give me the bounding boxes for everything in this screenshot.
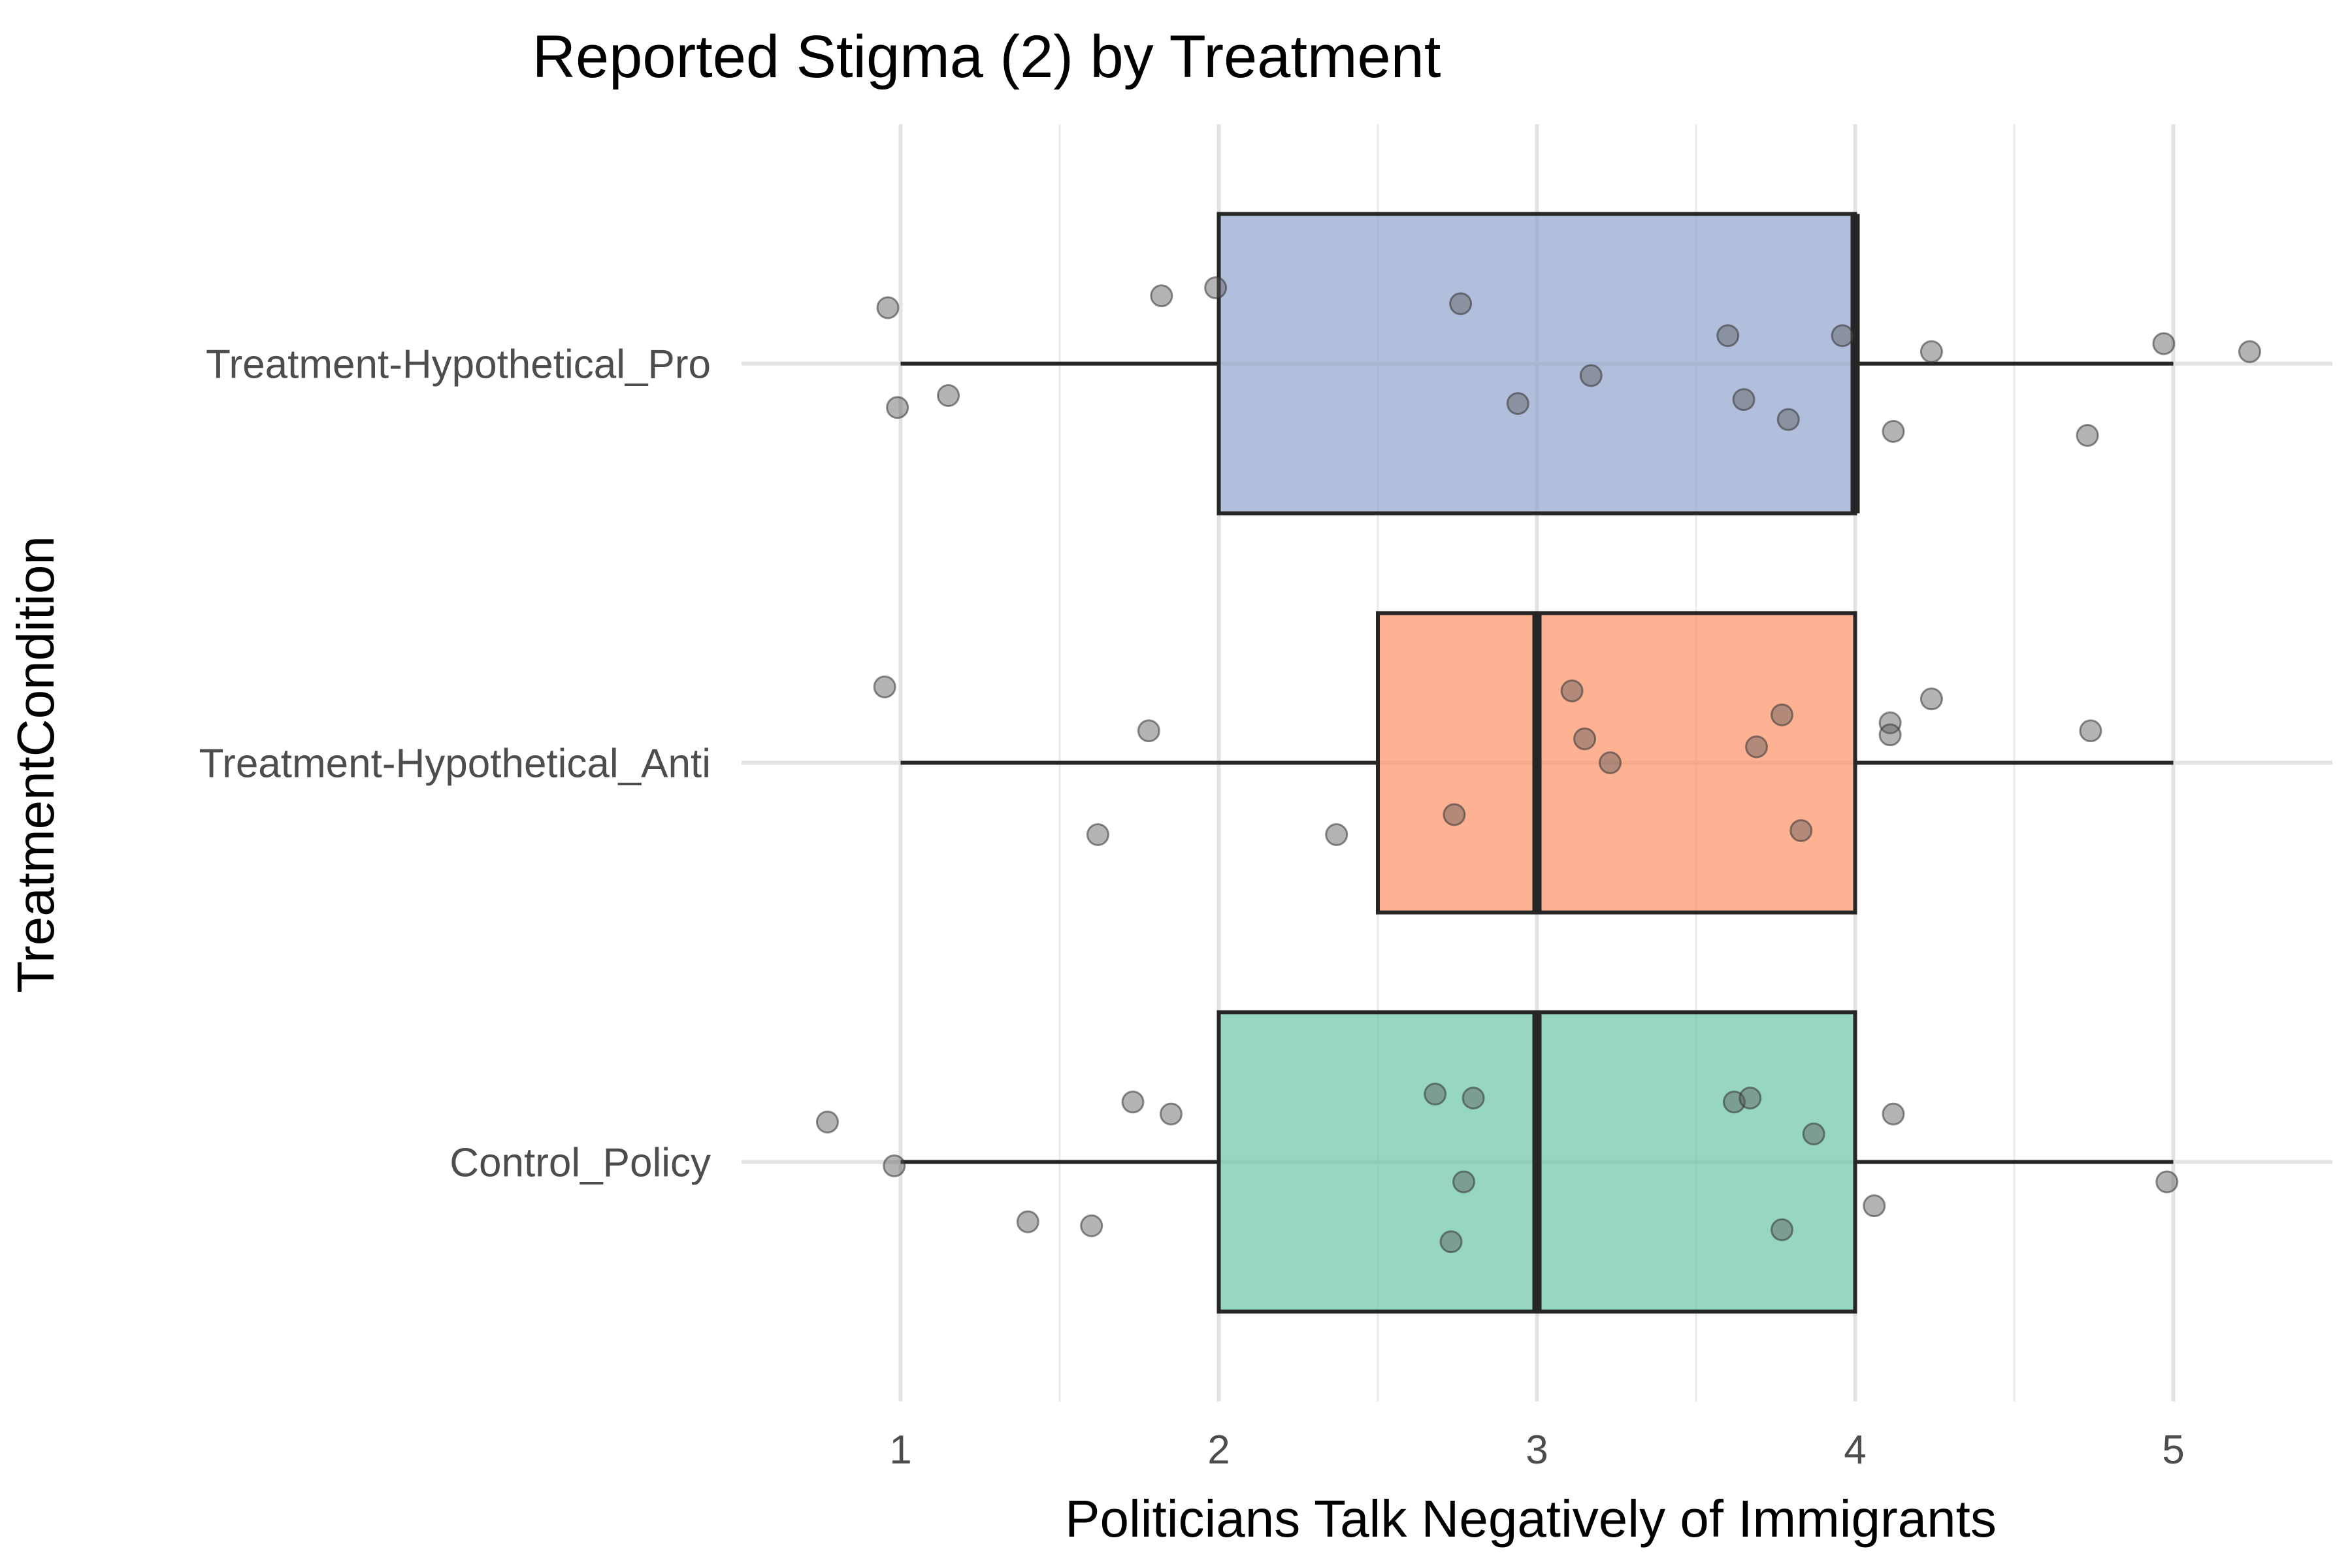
box-iqr bbox=[1376, 611, 1857, 915]
data-point bbox=[2152, 332, 2176, 355]
data-point bbox=[1732, 388, 1756, 412]
x-axis-title: Politicians Talk Negatively of Immigrant… bbox=[1065, 1490, 1997, 1548]
data-point bbox=[1325, 823, 1348, 846]
data-point bbox=[1579, 364, 1603, 387]
data-point bbox=[1882, 1102, 1905, 1126]
x-tick-label: 1 bbox=[889, 1428, 911, 1473]
data-point bbox=[2155, 1170, 2179, 1194]
box-iqr bbox=[1217, 212, 1857, 515]
data-point bbox=[1573, 727, 1597, 751]
data-point bbox=[1086, 823, 1109, 846]
jitter-points bbox=[815, 276, 2261, 1254]
data-point bbox=[1150, 284, 1173, 308]
data-point bbox=[1745, 735, 1769, 759]
data-point bbox=[1716, 324, 1740, 348]
y-axis-categories: Control_Policy Treatment-Hypothetical_Ant… bbox=[199, 342, 711, 1186]
data-point bbox=[2238, 340, 2261, 363]
data-point bbox=[1599, 751, 1622, 774]
data-point bbox=[1443, 803, 1466, 826]
x-tick-label: 4 bbox=[1844, 1428, 1866, 1473]
data-point bbox=[1080, 1214, 1103, 1237]
data-point bbox=[873, 675, 896, 698]
data-point bbox=[886, 396, 909, 419]
boxes bbox=[1217, 212, 1860, 1314]
data-point bbox=[1560, 679, 1584, 703]
chart-title: Reported Stigma (2) by Treatment bbox=[532, 24, 1441, 90]
data-point bbox=[883, 1154, 906, 1178]
data-point bbox=[937, 384, 960, 407]
data-point bbox=[1878, 711, 1902, 734]
data-point bbox=[1770, 1218, 1793, 1241]
data-point bbox=[1449, 292, 1473, 316]
data-point bbox=[2076, 424, 2099, 448]
data-point bbox=[2079, 719, 2102, 743]
data-point bbox=[1878, 723, 1902, 747]
data-point bbox=[1506, 392, 1529, 416]
data-point bbox=[1121, 1090, 1145, 1114]
data-point bbox=[1919, 340, 1943, 363]
data-point bbox=[1204, 276, 1228, 299]
x-tick-label: 2 bbox=[1207, 1428, 1230, 1473]
data-point bbox=[1831, 324, 1854, 348]
data-point bbox=[1424, 1083, 1447, 1106]
y-category-label: Control_Policy bbox=[449, 1140, 711, 1185]
data-point bbox=[1882, 419, 1905, 443]
data-point bbox=[1802, 1122, 1825, 1146]
data-point bbox=[1770, 703, 1793, 727]
data-point bbox=[815, 1110, 839, 1134]
data-point bbox=[1739, 1086, 1762, 1110]
y-category-label: Treatment-Hypothetical_Anti bbox=[199, 742, 711, 787]
x-tick-label: 5 bbox=[2162, 1428, 2184, 1473]
data-point bbox=[1137, 719, 1160, 743]
data-point bbox=[1863, 1194, 1886, 1218]
data-point bbox=[1462, 1086, 1485, 1110]
x-tick-label: 3 bbox=[1526, 1428, 1548, 1473]
data-point bbox=[1439, 1230, 1463, 1254]
data-point bbox=[1919, 687, 1943, 711]
y-axis-title: TreatmentCondition bbox=[7, 536, 65, 993]
data-point bbox=[1159, 1102, 1183, 1126]
whiskers bbox=[900, 361, 2174, 1164]
data-point bbox=[876, 296, 900, 319]
x-axis-ticks: 1 2 3 4 5 bbox=[889, 1428, 2184, 1473]
data-point bbox=[1776, 408, 1800, 431]
data-point bbox=[1789, 819, 1813, 842]
data-point bbox=[1452, 1170, 1475, 1194]
y-category-label: Treatment-Hypothetical_Pro bbox=[206, 342, 711, 387]
data-point bbox=[1016, 1210, 1039, 1233]
